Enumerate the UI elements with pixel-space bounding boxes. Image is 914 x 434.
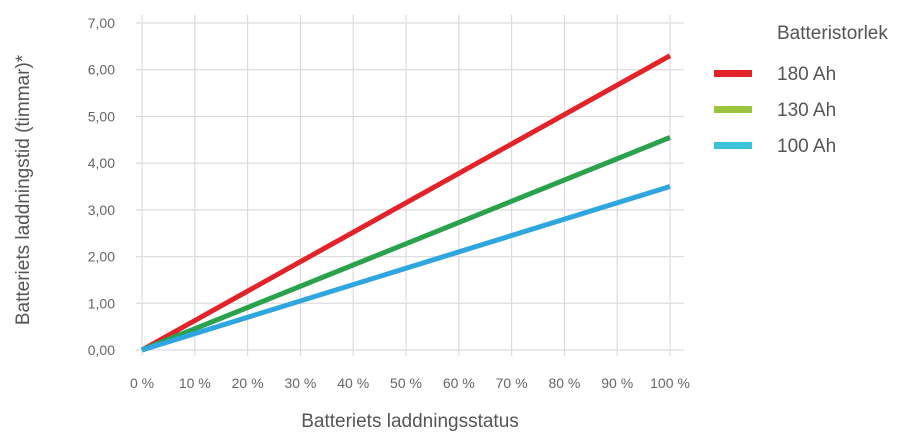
x-tick-label: 40 % — [337, 375, 369, 391]
x-axis-ticks: 0 % 10 % 20 % 30 % 40 % 50 % 60 % 70 % 80 % 90 % 1… — [130, 375, 690, 391]
x-tick-label: 60 % — [443, 375, 475, 391]
legend: Batteristorlek 180 Ah 130 Ah 100 Ah — [714, 23, 888, 157]
y-tick-label: 3,00 — [88, 202, 115, 218]
x-tick-label: 70 % — [496, 375, 528, 391]
x-axis-title: Batteriets laddningsstatus — [301, 411, 519, 432]
legend-swatch — [714, 106, 752, 113]
grid — [136, 15, 684, 356]
legend-label: 180 Ah — [777, 64, 836, 85]
series-line — [141, 184, 671, 353]
y-tick-label: 1,00 — [88, 295, 115, 311]
x-tick-label: 90 % — [601, 375, 633, 391]
x-tick-label: 100 % — [650, 375, 690, 391]
x-tick-label: 30 % — [284, 375, 316, 391]
y-axis-ticks: 0,00 1,00 2,00 3,00 4,00 5,00 6,00 7,00 — [88, 15, 115, 358]
x-tick-label: 50 % — [390, 375, 422, 391]
x-tick-label: 10 % — [179, 375, 211, 391]
legend-swatch — [714, 70, 752, 77]
y-tick-label: 7,00 — [88, 15, 115, 31]
legend-label: 100 Ah — [777, 136, 836, 157]
x-tick-label: 20 % — [232, 375, 264, 391]
y-tick-label: 6,00 — [88, 62, 115, 78]
x-tick-label: 80 % — [548, 375, 580, 391]
series-line — [140, 53, 672, 353]
y-tick-label: 5,00 — [88, 108, 115, 124]
series-line — [141, 135, 671, 353]
y-tick-label: 4,00 — [88, 155, 115, 171]
x-tick-label: 0 % — [130, 375, 154, 391]
series-lines — [140, 53, 672, 353]
y-tick-label: 2,00 — [88, 249, 115, 265]
legend-swatch — [714, 142, 752, 149]
legend-label: 130 Ah — [777, 100, 836, 121]
y-axis-title: Batteriets laddningstid (timmar)* — [13, 54, 34, 325]
y-tick-label: 0,00 — [88, 342, 115, 358]
legend-title: Batteristorlek — [777, 23, 888, 44]
